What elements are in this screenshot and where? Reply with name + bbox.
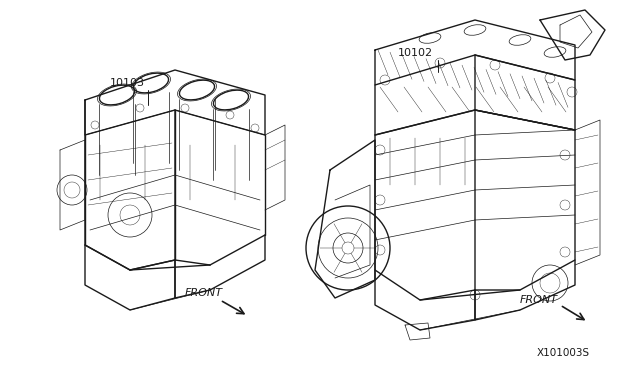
Text: FRONT: FRONT bbox=[520, 295, 558, 305]
Text: 10103: 10103 bbox=[110, 78, 145, 88]
Text: 10102: 10102 bbox=[398, 48, 433, 58]
Text: X101003S: X101003S bbox=[537, 348, 590, 358]
Text: FRONT: FRONT bbox=[185, 288, 223, 298]
